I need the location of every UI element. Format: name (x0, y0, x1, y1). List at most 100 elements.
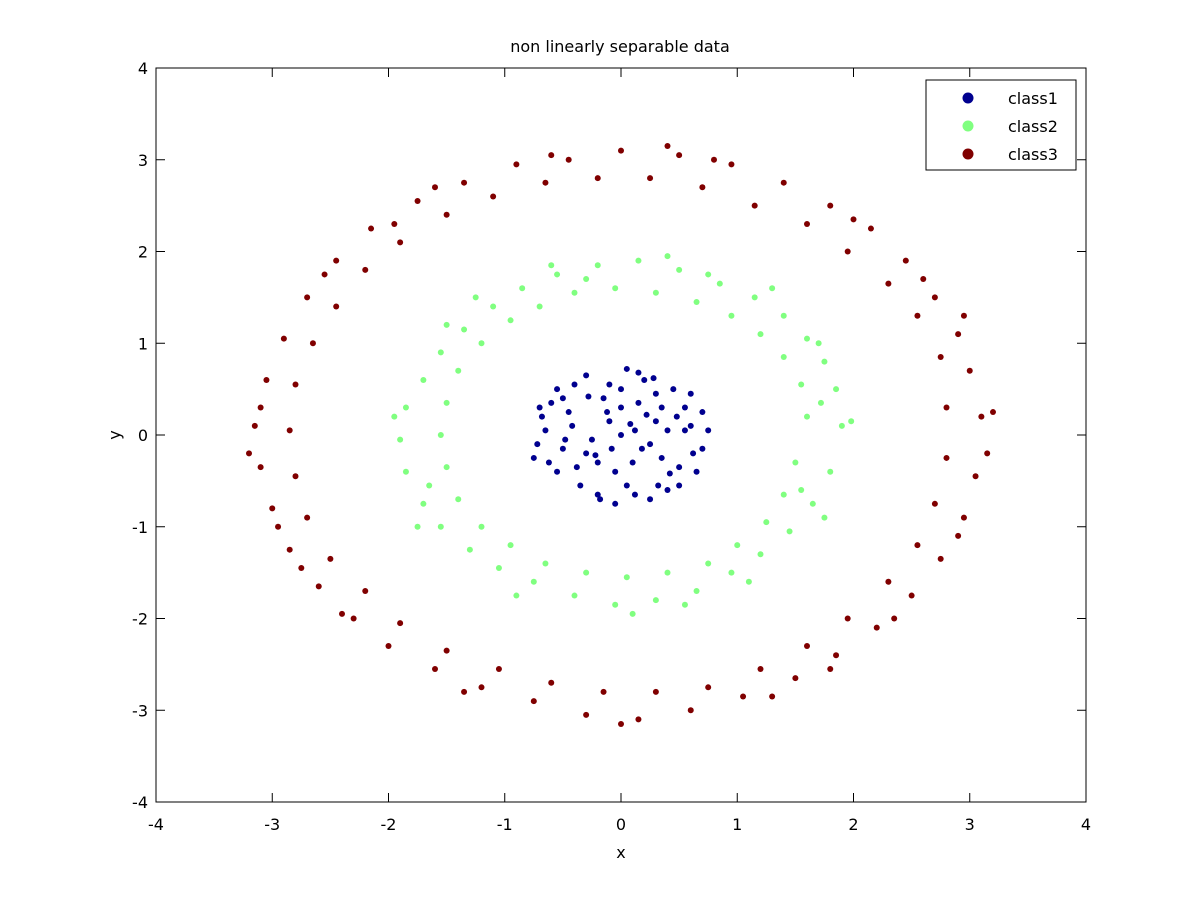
point-class2 (798, 381, 805, 388)
point-class2 (635, 257, 642, 264)
point-class2 (705, 560, 712, 567)
point-class3 (600, 688, 607, 695)
series-class1 (530, 365, 712, 507)
point-class3 (443, 211, 450, 218)
point-class1 (681, 404, 688, 411)
point-class1 (542, 427, 549, 434)
point-class1 (604, 409, 611, 416)
point-class3 (548, 152, 555, 159)
point-class3 (676, 152, 683, 159)
point-class3 (292, 473, 299, 480)
point-class3 (304, 294, 311, 301)
point-class3 (461, 179, 468, 186)
legend-label-class1: class1 (1008, 89, 1058, 108)
point-class2 (542, 560, 549, 567)
point-class1 (577, 482, 584, 489)
point-class1 (554, 468, 561, 475)
point-class1 (687, 390, 694, 397)
point-class1 (606, 381, 613, 388)
point-class2 (455, 367, 462, 374)
point-class1 (681, 427, 688, 434)
point-class1 (612, 468, 619, 475)
point-class3 (902, 257, 909, 264)
point-class3 (397, 239, 404, 246)
point-class3 (321, 271, 328, 278)
point-class1 (597, 496, 604, 503)
point-class1 (658, 454, 665, 461)
point-class2 (734, 542, 741, 549)
point-class1 (705, 427, 712, 434)
point-class2 (461, 326, 468, 333)
point-class3 (931, 294, 938, 301)
point-class3 (844, 248, 851, 255)
y-tick-label: 2 (138, 243, 148, 262)
point-class3 (867, 225, 874, 232)
point-class2 (420, 500, 427, 507)
y-axis-label: y (105, 430, 124, 439)
point-class1 (583, 450, 590, 457)
point-class3 (647, 175, 654, 182)
point-class3 (955, 331, 962, 338)
point-class1 (569, 422, 576, 429)
point-class3 (495, 665, 502, 672)
point-class1 (618, 432, 624, 438)
point-class1 (635, 399, 642, 406)
point-class2 (664, 253, 671, 260)
x-tick-label: -3 (264, 815, 280, 834)
point-class3 (530, 698, 537, 705)
point-class3 (652, 688, 659, 695)
point-class1 (612, 500, 619, 507)
point-class3 (891, 615, 898, 622)
point-class3 (478, 684, 485, 691)
point-class1 (559, 445, 566, 452)
point-class3 (542, 179, 549, 186)
point-class3 (286, 546, 293, 553)
point-class3 (699, 184, 706, 191)
point-class3 (263, 376, 270, 383)
point-class2 (833, 386, 840, 393)
point-class3 (804, 220, 810, 227)
point-class3 (368, 225, 375, 232)
point-class3 (432, 184, 438, 191)
point-class2 (798, 487, 805, 494)
point-class1 (571, 381, 578, 388)
point-class2 (769, 285, 776, 292)
point-class2 (728, 569, 735, 576)
point-class2 (478, 523, 485, 530)
point-class2 (848, 418, 855, 425)
series-class3 (246, 142, 996, 728)
point-class3 (827, 202, 834, 209)
point-class1 (647, 496, 654, 503)
point-class2 (786, 528, 793, 535)
point-class3 (972, 473, 979, 480)
point-class2 (817, 399, 824, 406)
point-class1 (536, 404, 543, 411)
point-class1 (559, 395, 566, 402)
point-class2 (821, 514, 828, 521)
point-class3 (908, 592, 915, 599)
point-class3 (298, 565, 305, 572)
point-class1 (693, 468, 700, 475)
point-class3 (931, 500, 938, 507)
point-class2 (397, 436, 404, 443)
x-axis-label: x (616, 843, 625, 862)
point-class3 (327, 555, 334, 562)
point-class1 (664, 427, 671, 434)
axis-ticks (155, 67, 1087, 803)
point-class3 (280, 335, 287, 342)
point-class2 (780, 312, 787, 319)
point-class3 (757, 665, 764, 672)
point-class1 (666, 470, 673, 477)
point-class1 (548, 399, 555, 406)
point-class1 (627, 420, 634, 427)
point-class1 (658, 404, 665, 411)
point-class2 (478, 340, 485, 347)
point-class1 (606, 418, 613, 425)
point-class3 (937, 555, 944, 562)
point-class1 (530, 454, 537, 461)
point-class3 (873, 624, 880, 631)
point-class3 (943, 404, 950, 411)
point-class1 (676, 464, 683, 471)
point-class3 (251, 422, 258, 429)
point-class1 (629, 459, 636, 466)
